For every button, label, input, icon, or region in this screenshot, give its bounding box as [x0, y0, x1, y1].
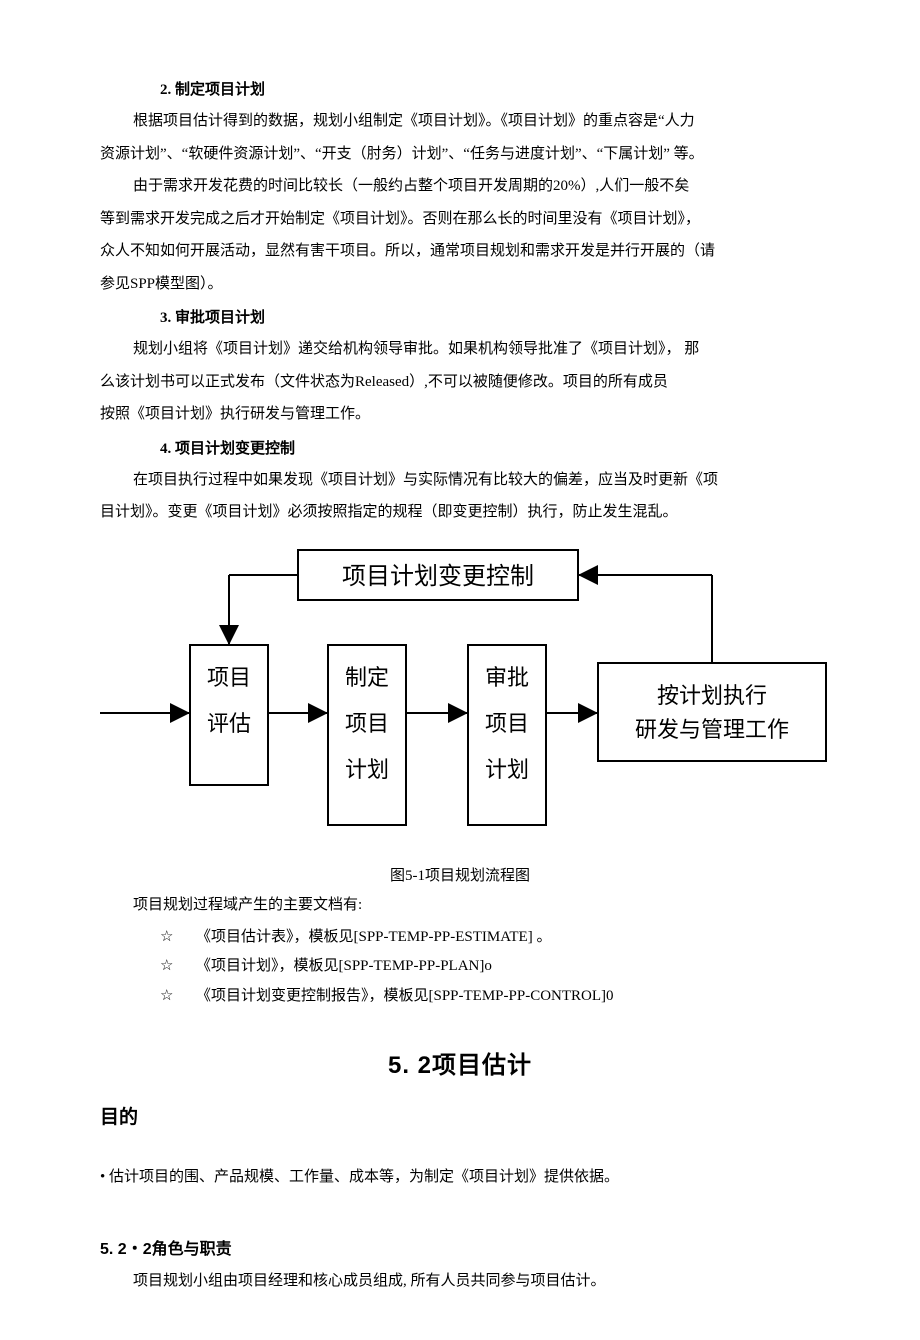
para: 资源计划”、“软硬件资源计划”、“开支（肘务）计划”、“任务与进度计划”、“下属… [100, 140, 820, 169]
heading-3: 3. 审批项目计划 [160, 306, 820, 327]
star-icon: ☆ [160, 923, 196, 952]
list-text: 《项目计划》，模板见[SPP-TEMP-PP-PLAN]o [196, 958, 492, 974]
para: 等到需求开发完成之后才开始制定《项目计划》。否则在那么长的时间里没有《项目计划》… [100, 205, 820, 234]
svg-text:评估: 评估 [207, 711, 251, 736]
list-text: 《项目估计表》，模板见[SPP-TEMP-PP-ESTIMATE] 。 [196, 929, 551, 945]
heading-2: 2. 制定项目计划 [160, 78, 820, 99]
para: • 估计项目的围、产品规模、工作量、成本等，为制定《项目计划》提供依据。 [100, 1163, 820, 1192]
document-page: 2. 制定项目计划 根据项目估计得到的数据，规划小组制定《项目计划》。《项目计划… [0, 0, 920, 1340]
list-item: ☆《项目计划》，模板见[SPP-TEMP-PP-PLAN]o [160, 952, 820, 981]
subhead-roles: 5. 2・2角色与职责 [100, 1235, 820, 1259]
star-icon: ☆ [160, 982, 196, 1011]
flowchart: 项目计划变更控制项目评估制定项目计划审批项目计划按计划执行研发与管理工作 [100, 535, 820, 850]
svg-text:制定: 制定 [345, 665, 389, 690]
para: 么该计划书可以正式发布（文件状态为Released）,不可以被随便修改。项目的所… [100, 368, 820, 397]
svg-text:审批: 审批 [485, 665, 529, 690]
figure-caption: 图5-1项目规划流程图 [100, 864, 820, 885]
para: 按照《项目计划》执行研发与管理工作。 [100, 400, 820, 429]
para: 根据项目估计得到的数据，规划小组制定《项目计划》。《项目计划》的重点容是“人力 [100, 107, 820, 136]
svg-text:研发与管理工作: 研发与管理工作 [635, 717, 789, 742]
star-icon: ☆ [160, 952, 196, 981]
para: 规划小组将《项目计划》递交给机构领导审批。如果机构领导批准了《项目计划》， 那 [100, 335, 820, 364]
para: 参见SPP模型图）。 [100, 270, 820, 299]
para: 在项目执行过程中如果发现《项目计划》与实际情况有比较大的偏差，应当及时更新《项 [100, 466, 820, 495]
svg-text:按计划执行: 按计划执行 [657, 683, 767, 708]
svg-text:项目: 项目 [485, 711, 529, 736]
svg-text:计划: 计划 [485, 757, 529, 782]
section-title: 5. 2项目估计 [100, 1045, 820, 1080]
list-item: ☆《项目估计表》，模板见[SPP-TEMP-PP-ESTIMATE] 。 [160, 923, 820, 952]
svg-text:项目: 项目 [207, 665, 251, 690]
svg-text:项目计划变更控制: 项目计划变更控制 [342, 563, 534, 590]
subhead-purpose: 目的 [100, 1102, 820, 1129]
para: 目计划》。变更《项目计划》必须按照指定的规程（即变更控制）执行，防止发生混乱。 [100, 498, 820, 527]
svg-text:计划: 计划 [345, 757, 389, 782]
svg-text:项目: 项目 [345, 711, 389, 736]
para: 项目规划过程域产生的主要文档有: [100, 891, 820, 920]
para: 由于需求开发花费的时间比较长（一般约占整个项目开发周期的20%）,人们一般不矣 [100, 172, 820, 201]
list-item: ☆《项目计划变更控制报告》，模板见[SPP-TEMP-PP-CONTROL]0 [160, 982, 820, 1011]
list-text: 《项目计划变更控制报告》，模板见[SPP-TEMP-PP-CONTROL]0 [196, 988, 614, 1004]
heading-4: 4. 项目计划变更控制 [160, 437, 820, 458]
para: 项目规划小组由项目经理和核心成员组成, 所有人员共同参与项目估计。 [100, 1267, 820, 1296]
para: 众人不知如何开展活动，显然有害干项目。所以，通常项目规划和需求开发是并行开展的（… [100, 237, 820, 266]
